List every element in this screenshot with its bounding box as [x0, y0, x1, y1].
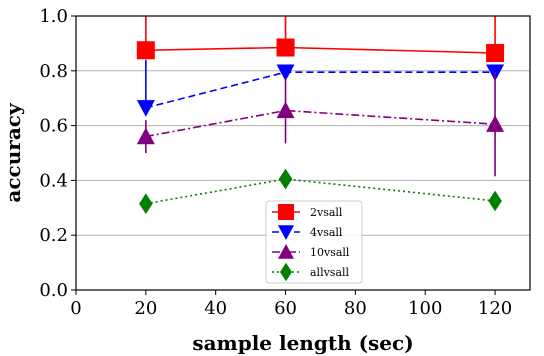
x-tick-label: 0 [70, 298, 81, 319]
y-tick-label: 0.4 [39, 170, 68, 191]
y-axis-title: accuracy [1, 102, 25, 203]
data-point [276, 64, 295, 82]
y-tick-label: 1.0 [39, 6, 68, 27]
data-point [488, 190, 502, 212]
data-point [486, 43, 505, 62]
series-line [145, 46, 496, 54]
legend-marker [278, 204, 294, 220]
x-tick-label: 120 [478, 298, 512, 319]
y-tick-label: 0.2 [39, 225, 68, 246]
legend-label: 4vsall [310, 226, 343, 239]
x-tick-label: 80 [344, 298, 367, 319]
series-line [145, 71, 496, 109]
series-layer [136, 16, 505, 215]
legend-label: 10vsall [310, 246, 350, 259]
legend-marker [278, 225, 294, 240]
series-line [145, 178, 496, 205]
series-allvsall [139, 168, 502, 215]
plot-frame [75, 15, 531, 291]
legend-box [265, 200, 363, 284]
x-tick-label: 60 [274, 298, 297, 319]
series-2vsall [136, 16, 505, 62]
x-tick-label: 40 [204, 298, 227, 319]
series-10vsall [136, 72, 505, 177]
legend-label: allvsall [310, 266, 350, 279]
legend-label: 2vsall [310, 206, 343, 219]
x-axis-title: sample length (sec) [192, 331, 413, 355]
legend-item: 2vsall [272, 204, 343, 220]
series-4vsall [136, 59, 505, 117]
y-axis: 0.0 0.2 0.4 0.6 0.8 1.0 [39, 6, 76, 301]
y-tick-label: 0.6 [39, 116, 68, 137]
legend-marker [280, 262, 292, 282]
legend: 2vsall 4vsall 10vsall allvsall [265, 200, 363, 284]
data-point [276, 101, 295, 119]
x-tick-label: 100 [408, 298, 442, 319]
data-point [486, 115, 505, 132]
data-point [136, 41, 155, 60]
data-point [136, 100, 155, 117]
data-point [136, 127, 155, 145]
legend-item: 4vsall [272, 225, 343, 240]
legend-marker [278, 244, 294, 259]
y-tick-label: 0.0 [39, 280, 68, 301]
x-axis: 0 20 40 60 80 100 120 [70, 290, 512, 319]
y-tick-label: 0.8 [39, 61, 68, 82]
x-tick-label: 20 [134, 298, 157, 319]
data-point [278, 168, 293, 190]
data-point [139, 193, 153, 215]
data-point [276, 38, 295, 57]
series-line [145, 109, 496, 138]
legend-item: allvsall [272, 262, 350, 282]
legend-item: 10vsall [272, 244, 350, 259]
